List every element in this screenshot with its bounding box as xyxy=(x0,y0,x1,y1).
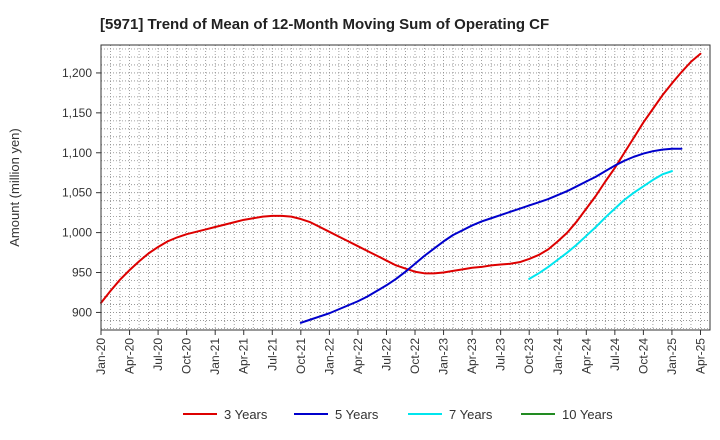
x-tick-label: Jul-24 xyxy=(608,338,622,371)
x-tick-label: Jan-23 xyxy=(437,338,451,375)
x-tick-label: Jan-22 xyxy=(322,338,336,375)
series-line-7-years xyxy=(528,170,673,280)
x-ticks: Jan-20 Apr-20 Jul-20 Oct-20 Jan-21 Apr-21 Jul-… xyxy=(94,330,707,375)
x-tick-label: Oct-22 xyxy=(408,338,422,374)
x-tick-label: Jan-21 xyxy=(208,338,222,375)
x-tick-label: Apr-22 xyxy=(351,338,365,374)
x-tick-label: Oct-24 xyxy=(636,338,650,374)
x-tick-label: Oct-20 xyxy=(180,338,194,374)
y-tick-label: 1,000 xyxy=(62,226,92,240)
x-tick-label: Apr-23 xyxy=(465,338,479,374)
x-tick-label: Oct-21 xyxy=(294,338,308,374)
x-tick-label: Apr-21 xyxy=(237,338,251,374)
x-tick-label: Jan-24 xyxy=(551,338,565,375)
chart-title: [5971] Trend of Mean of 12-Month Moving … xyxy=(100,16,549,33)
x-tick-label: Jul-20 xyxy=(151,338,165,371)
x-tick-label: Jul-22 xyxy=(379,338,393,371)
y-tick-label: 1,150 xyxy=(62,106,92,120)
y-ticks: 900 950 1,000 1,050 1,100 1,150 1,200 xyxy=(62,66,101,319)
x-tick-label: Oct-23 xyxy=(522,338,536,374)
legend: 3 Years 5 Years 7 Years 10 Years xyxy=(183,407,613,422)
legend-label-7-years: 7 Years xyxy=(449,407,493,422)
y-tick-label: 950 xyxy=(72,266,92,280)
legend-label-10-years: 10 Years xyxy=(562,407,613,422)
plot-frame xyxy=(100,44,711,331)
series-line-3-years xyxy=(100,52,702,304)
legend-label-5-years: 5 Years xyxy=(335,407,379,422)
y-tick-label: 900 xyxy=(72,305,92,319)
y-tick-label: 1,100 xyxy=(62,146,92,160)
x-tick-label: Jan-20 xyxy=(94,338,108,375)
grid xyxy=(101,45,710,330)
y-axis-label: Amount (million yen) xyxy=(7,128,22,247)
x-tick-label: Jul-23 xyxy=(494,338,508,371)
y-tick-label: 1,050 xyxy=(62,186,92,200)
series-layer xyxy=(100,52,702,324)
legend-label-3-years: 3 Years xyxy=(224,407,268,422)
x-tick-label: Apr-25 xyxy=(693,338,707,374)
x-tick-label: Apr-20 xyxy=(123,338,137,374)
x-tick-label: Jan-25 xyxy=(665,338,679,375)
y-tick-label: 1,200 xyxy=(62,66,92,80)
series-line-5-years xyxy=(299,147,683,324)
x-tick-label: Jul-21 xyxy=(265,338,279,371)
x-tick-label: Apr-24 xyxy=(579,338,593,374)
